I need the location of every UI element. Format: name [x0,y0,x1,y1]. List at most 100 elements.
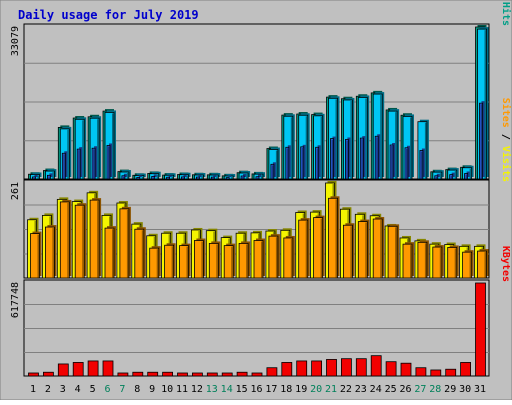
bar-kbytes-day-26 [401,363,411,376]
x-tick-label: 3 [60,384,66,395]
bar-sites-day-8 [135,227,146,278]
bar-edge [157,249,159,277]
bar-edge [391,146,393,179]
bar-face [476,283,486,376]
bar-kbytes-day-10 [163,372,173,376]
x-tick-label: 14 [221,384,233,395]
bar-sites-day-19 [299,218,310,278]
bar-edge [425,123,427,179]
bar-edge [172,176,174,178]
bar-edge [231,247,233,278]
bar-edge [187,247,189,278]
bar-edge [201,176,203,178]
bar-sites-day-5 [90,198,101,278]
bar-face [297,361,307,376]
bar-sites-day-1 [31,232,42,278]
bar-pages-day-22 [345,137,350,179]
bar-kbytes-day-25 [386,362,396,376]
bar-edge [395,112,397,178]
bar-edge [38,175,40,178]
bar-edge [466,174,468,178]
bar-face [327,359,337,376]
bar-sites-day-25 [388,224,399,278]
bar-edge [436,177,438,179]
bar-kbytes-day-17 [267,368,277,376]
bar-sites-day-31 [478,249,489,278]
bar-edge [336,199,338,277]
bar-shadow [139,175,142,177]
bar-kbytes-day-24 [371,356,381,376]
bar-sites-day-30 [463,250,474,278]
bar-pages-day-20 [316,145,321,179]
bar-face [29,373,39,376]
bar-edge [350,226,352,277]
bar-edge [302,148,304,179]
bar-edge [317,148,319,178]
bar-edge [34,178,36,179]
bar-face [88,361,98,376]
bar-sites-day-28 [433,245,444,278]
bar-sites-day-21 [329,196,340,278]
bar-face [211,177,214,179]
bar-edge [201,242,203,278]
bar-face [196,177,199,179]
bar-face [178,373,188,376]
bar-face [431,370,441,376]
bar-face [312,361,322,376]
bar-kbytes-day-29 [446,369,456,376]
bar-face [252,373,262,376]
axis-label-part: Hits [500,2,512,26]
bar-edge [346,140,348,178]
bar-kbytes-day-9 [148,372,158,376]
bar-sites-day-29 [448,245,459,278]
bar-edge [246,174,248,178]
bar-face [118,373,128,376]
bar-pages-day-23 [360,136,365,179]
bar-edge [142,230,144,277]
bar-edge [97,201,99,277]
bar-pages-day-6 [107,143,112,179]
x-tick-label: 1 [30,384,36,395]
bar-edge [485,30,487,178]
bar-pages-day-31 [480,101,485,179]
bar-edge [455,171,457,178]
bar-kbytes-day-12 [192,373,202,376]
bar-edge [127,210,128,278]
x-tick-label: 28 [429,384,441,395]
x-tick-label: 31 [474,384,486,395]
bar-kbytes-day-16 [252,373,262,376]
bar-face [461,362,471,376]
bar-edge [261,175,263,178]
bar-kbytes-day-20 [312,361,322,376]
bar-sites-day-22 [343,223,354,278]
bar-kbytes-day-2 [43,372,53,376]
bar-edge [157,175,159,179]
bar-edge [67,203,69,278]
bar-edge [421,152,423,179]
bar-edge [470,169,472,179]
x-tick-label: 6 [104,384,110,395]
bar-edge [321,117,323,179]
bar-edge [78,150,80,178]
y-max-label: 33079 [10,26,21,56]
bar-edge [112,113,114,178]
bar-pages-day-4 [77,147,82,179]
bar-kbytes-day-15 [237,372,247,376]
bar-kbytes-day-6 [103,361,113,376]
axis-label-top: Pages / Files / Hits [500,0,512,26]
bar-face [73,362,83,376]
bar-edge [332,140,334,179]
bar-sites-day-26 [403,242,414,278]
y-max-label: 261 [10,182,21,200]
bar-edge [172,246,174,277]
x-tick-label: 10 [161,384,173,395]
bar-face [356,359,366,376]
x-tick-label: 20 [310,384,322,395]
x-tick-label: 30 [459,384,471,395]
bar-edge [187,176,189,179]
bar-edge [380,220,382,277]
bar-sites-day-27 [418,240,429,278]
bar-sites-day-10 [165,243,176,278]
bar-pages-day-25 [390,143,395,179]
bar-face [371,356,381,376]
